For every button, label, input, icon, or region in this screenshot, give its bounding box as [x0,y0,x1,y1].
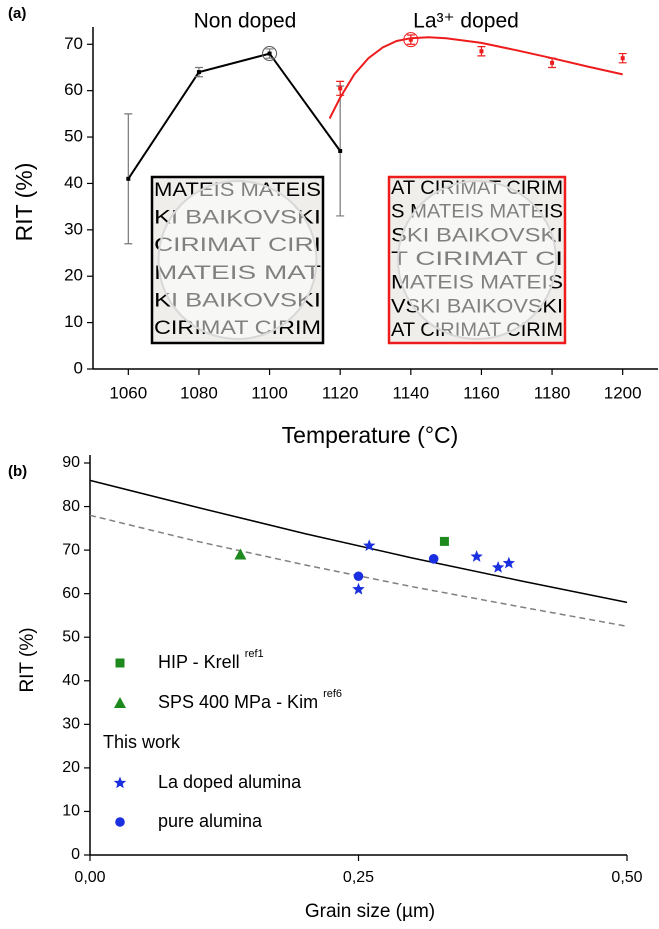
highlight-ring [403,32,419,48]
x-tick-label: 1200 [604,383,642,402]
reference-line [89,479,628,604]
marker-circle [353,571,364,582]
legend-ref: ref1 [245,648,264,660]
y-tick-label: 60 [62,585,80,602]
x-tick-label: 0,00 [74,869,105,886]
data-point [479,49,484,54]
x-tick-label: 1080 [180,383,218,402]
x-tick-label: 0,25 [343,869,374,886]
legend-label: pure alumina [158,811,263,831]
y-tick-label: 0 [71,846,80,863]
y-axis-title: RIT (%) [11,163,37,242]
y-tick-label: 70 [64,34,83,53]
legend-heading: This work [103,732,181,752]
data-point [620,56,625,61]
highlight-ring [262,46,278,62]
series-label: Non doped [194,10,297,33]
y-tick-label: 10 [64,312,83,331]
series-label: La³⁺ doped [413,10,519,33]
series-line [127,52,342,180]
marker-star [470,550,483,562]
y-tick-label: 70 [62,541,80,558]
y-axis-title: RIT (%) [17,627,38,692]
y-tick-label: 90 [62,454,80,471]
data-point [338,148,343,153]
y-tick-label: 30 [64,219,83,238]
fit-curve [328,36,623,119]
marker-square [115,658,125,668]
data-point [267,51,272,56]
x-tick-label: 1140 [393,383,430,402]
y-tick-label: 50 [62,628,80,645]
data-point [550,60,555,65]
y-tick-label: 50 [64,127,83,146]
chart-1: (b) Grain size (µm) RIT (%) 0 10 20 30 40 50 60 70… [8,454,643,922]
x-tick-label: 0,50 [611,869,642,886]
x-tick-label: 1180 [534,383,571,402]
y-tick-label: 10 [62,803,80,820]
inset-border [387,175,567,345]
marker-star [363,539,376,551]
y-tick-label: 20 [62,759,80,776]
data-point [338,86,343,91]
marker-triangle [114,697,126,708]
marker-square [439,536,449,546]
marker-star [352,582,365,595]
x-tick-label: 1060 [109,383,147,402]
x-axis-title: Temperature (°C) [282,422,459,448]
marker-star [113,776,127,789]
data-point [408,37,413,42]
data-point [196,70,201,75]
legend-ref: ref6 [323,688,342,700]
legend-label: SPS 400 MPa - Kim [158,692,318,712]
marker-triangle [234,548,247,560]
legend-label: La doped alumina [158,772,302,792]
legend-label: HIP - Krell [158,652,240,672]
y-tick-label: 0 [74,358,83,377]
y-tick-label: 80 [62,498,80,515]
marker-star [502,556,515,569]
marker-circle [428,554,439,564]
y-tick-label: 20 [64,266,83,285]
y-tick-label: 40 [62,672,80,689]
y-tick-label: 30 [62,716,80,733]
panel-label: (a) [8,5,26,22]
reference-line [89,514,628,628]
data-point [126,176,131,181]
chart-0: (a) Temperature (°C) RIT (%) MATEIS MATEISK… [8,5,658,448]
x-axis-title: Grain size (µm) [305,901,435,922]
marker-star [491,561,505,573]
x-tick-label: 1100 [251,383,288,402]
y-tick-label: 60 [64,80,83,99]
panel-label: (b) [8,463,27,480]
inset-border [150,175,325,345]
inset-disc [397,180,557,340]
y-tick-label: 40 [64,173,83,192]
x-tick-label: 1160 [463,383,500,402]
x-tick-label: 1120 [322,383,359,402]
inset-disc [157,180,318,340]
marker-circle [115,817,125,827]
